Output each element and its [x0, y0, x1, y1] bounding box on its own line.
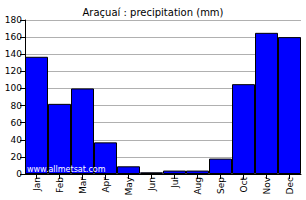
svg-text:May: May — [124, 176, 134, 195]
svg-text:60: 60 — [11, 118, 23, 128]
svg-text:140: 140 — [5, 49, 22, 59]
svg-text:Apr: Apr — [101, 177, 111, 193]
svg-text:Aug: Aug — [193, 177, 203, 195]
svg-text:Jul: Jul — [170, 177, 180, 189]
svg-text:160: 160 — [5, 32, 22, 42]
svg-text:Jun: Jun — [147, 177, 157, 192]
svg-text:100: 100 — [5, 83, 22, 93]
svg-text:Araçuaí : precipitation (mm): Araçuaí : precipitation (mm) — [82, 7, 223, 18]
svg-text:40: 40 — [11, 135, 23, 145]
svg-text:80: 80 — [11, 101, 23, 111]
svg-text:Mar: Mar — [78, 177, 88, 194]
svg-text:Feb: Feb — [55, 177, 65, 193]
svg-text:20: 20 — [11, 152, 23, 162]
svg-text:Sep: Sep — [216, 177, 226, 194]
svg-text:0: 0 — [16, 169, 22, 179]
svg-text:Jan: Jan — [32, 177, 42, 192]
svg-text:120: 120 — [5, 66, 22, 76]
svg-text:Dec: Dec — [285, 177, 295, 194]
svg-text:Oct: Oct — [239, 177, 249, 193]
svg-text:www.allmetsat.com: www.allmetsat.com — [27, 165, 106, 174]
svg-text:180: 180 — [5, 15, 22, 25]
svg-text:Nov: Nov — [262, 176, 272, 194]
